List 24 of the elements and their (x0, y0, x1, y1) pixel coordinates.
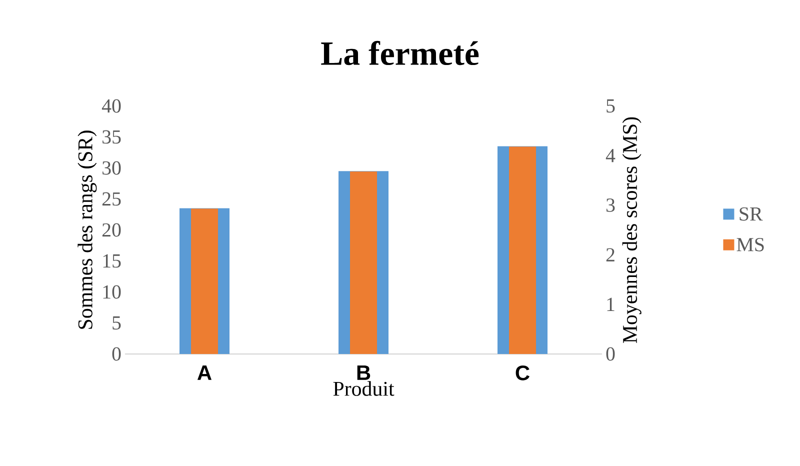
y-tick-label: 5 (112, 316, 121, 330)
y2-axis-title: Moyennes des scores (MS) (622, 117, 642, 343)
chart-title: La fermeté (321, 40, 479, 66)
y2-tick-label: 1 (607, 298, 614, 311)
y2-tick-label: 4 (606, 149, 616, 162)
legend-label: SR (740, 207, 763, 221)
y-tick-label: 15 (103, 254, 121, 268)
x-tick-label: A (197, 366, 212, 380)
y2-tick-label: 2 (606, 248, 614, 262)
y-tick-label: 25 (102, 192, 121, 206)
x-axis-title: Produit (333, 381, 394, 396)
y-tick-label: 30 (102, 161, 121, 175)
y-axis-title: Sommes des rangs (SR) (78, 130, 97, 329)
y-tick-label: 35 (102, 130, 121, 144)
y-tick-label: 20 (102, 223, 121, 237)
y2-tick-label: 5 (606, 99, 615, 113)
legend-label: MS (736, 238, 764, 252)
x-tick-label: B (357, 366, 370, 380)
y-tick-label: 10 (103, 285, 121, 299)
y-tick-label: 40 (102, 99, 121, 113)
x-tick-label: C (516, 366, 530, 380)
y-tick-label: 0 (112, 347, 121, 361)
y2-tick-label: 0 (606, 347, 615, 361)
y2-tick-label: 3 (606, 198, 615, 212)
